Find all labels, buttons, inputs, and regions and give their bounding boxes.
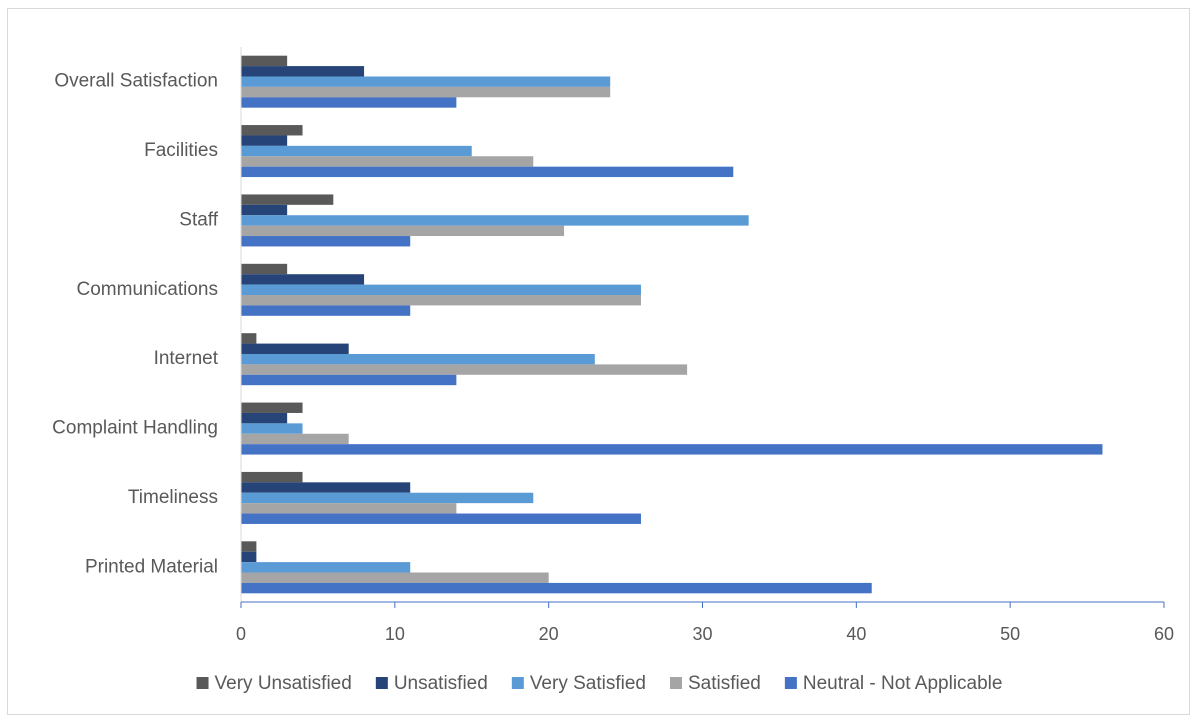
x-tick-label: 0 bbox=[236, 624, 246, 644]
bar-internet-neutral-not-applicable bbox=[241, 374, 457, 386]
bar-chart: Overall Satisfaction Facilities Staff Commu… bbox=[52, 47, 1174, 694]
bar-facilities-satisfied bbox=[241, 156, 534, 167]
bar-facilities-unsatisfied bbox=[241, 135, 288, 146]
bars-layer bbox=[241, 55, 1103, 594]
bar-staff-very-unsatisfied bbox=[241, 194, 334, 205]
bar-complaint-handling-unsatisfied bbox=[241, 412, 288, 424]
bar-facilities-very-unsatisfied bbox=[241, 125, 303, 136]
bar-communications-satisfied bbox=[241, 295, 641, 306]
legend-swatch bbox=[669, 677, 682, 689]
bar-communications-unsatisfied bbox=[241, 274, 365, 285]
bar-overall-satisfaction-satisfied bbox=[241, 86, 611, 98]
bar-timeliness-very-satisfied bbox=[241, 492, 534, 504]
x-tick-label: 10 bbox=[385, 624, 405, 644]
bar-facilities-neutral-not-applicable bbox=[241, 166, 734, 178]
x-tick-label: 40 bbox=[846, 624, 866, 644]
chart-frame: Overall Satisfaction Facilities Staff Commu… bbox=[7, 8, 1190, 715]
bar-timeliness-satisfied bbox=[241, 503, 457, 514]
bar-staff-neutral-not-applicable bbox=[241, 236, 411, 247]
legend-swatch bbox=[784, 677, 797, 689]
axis-layer bbox=[240, 47, 1165, 608]
category-label: Timeliness bbox=[128, 487, 218, 508]
legend-item-neutral-not-applicable: Neutral - Not Applicable bbox=[784, 673, 1003, 694]
bar-communications-very-satisfied bbox=[241, 284, 641, 296]
bar-internet-satisfied bbox=[241, 364, 688, 375]
bar-staff-unsatisfied bbox=[241, 204, 288, 216]
x-tick-label: 50 bbox=[1000, 624, 1020, 644]
x-tick-label: 20 bbox=[539, 624, 559, 644]
legend-item-satisfied: Satisfied bbox=[669, 673, 761, 694]
legend-item-very-unsatisfied: Very Unsatisfied bbox=[196, 673, 352, 694]
x-tick-label: 60 bbox=[1154, 624, 1174, 644]
bar-timeliness-very-unsatisfied bbox=[241, 471, 303, 483]
bar-facilities-very-satisfied bbox=[241, 145, 472, 157]
bar-timeliness-neutral-not-applicable bbox=[241, 513, 641, 524]
bar-printed-material-neutral-not-applicable bbox=[241, 582, 872, 594]
bar-staff-very-satisfied bbox=[241, 215, 749, 226]
legend-item-unsatisfied: Unsatisfied bbox=[375, 673, 488, 694]
labels-layer: Overall Satisfaction Facilities Staff Commu… bbox=[52, 71, 1174, 644]
bar-communications-very-unsatisfied bbox=[241, 263, 288, 275]
bar-staff-satisfied bbox=[241, 225, 565, 237]
legend: Very Unsatisfied Unsatisfied Very Satisfie… bbox=[196, 673, 1003, 694]
bar-overall-satisfaction-very-unsatisfied bbox=[241, 55, 288, 67]
bar-printed-material-very-satisfied bbox=[241, 562, 411, 573]
category-label: Facilities bbox=[144, 140, 218, 161]
legend-label: Very Unsatisfied bbox=[215, 673, 352, 694]
legend-label: Unsatisfied bbox=[394, 673, 488, 694]
bar-complaint-handling-very-satisfied bbox=[241, 423, 303, 434]
bar-complaint-handling-satisfied bbox=[241, 433, 349, 445]
category-label: Internet bbox=[154, 348, 219, 369]
bar-printed-material-very-unsatisfied bbox=[241, 541, 257, 552]
legend-label: Neutral - Not Applicable bbox=[803, 673, 1003, 694]
bar-overall-satisfaction-neutral-not-applicable bbox=[241, 97, 457, 108]
bar-communications-neutral-not-applicable bbox=[241, 305, 411, 316]
bar-overall-satisfaction-unsatisfied bbox=[241, 66, 365, 77]
bar-printed-material-unsatisfied bbox=[241, 551, 257, 563]
legend-swatch bbox=[196, 677, 209, 689]
bar-internet-very-satisfied bbox=[241, 353, 595, 365]
x-tick-label: 30 bbox=[692, 624, 712, 644]
legend-label: Satisfied bbox=[688, 673, 761, 694]
category-label: Complaint Handling bbox=[52, 418, 218, 439]
bar-internet-very-unsatisfied bbox=[241, 333, 257, 344]
bar-complaint-handling-very-unsatisfied bbox=[241, 402, 303, 413]
bar-timeliness-unsatisfied bbox=[241, 482, 411, 493]
legend-label: Very Satisfied bbox=[530, 673, 646, 694]
legend-swatch bbox=[375, 677, 388, 689]
bar-overall-satisfaction-very-satisfied bbox=[241, 76, 611, 87]
bar-internet-unsatisfied bbox=[241, 343, 349, 354]
category-label: Communications bbox=[77, 279, 219, 300]
bar-complaint-handling-neutral-not-applicable bbox=[241, 444, 1103, 455]
category-label: Overall Satisfaction bbox=[54, 71, 218, 92]
bar-printed-material-satisfied bbox=[241, 572, 549, 583]
legend-swatch bbox=[511, 677, 524, 689]
category-label: Staff bbox=[179, 209, 218, 230]
category-label: Printed Material bbox=[85, 556, 218, 577]
legend-item-very-satisfied: Very Satisfied bbox=[511, 673, 646, 694]
